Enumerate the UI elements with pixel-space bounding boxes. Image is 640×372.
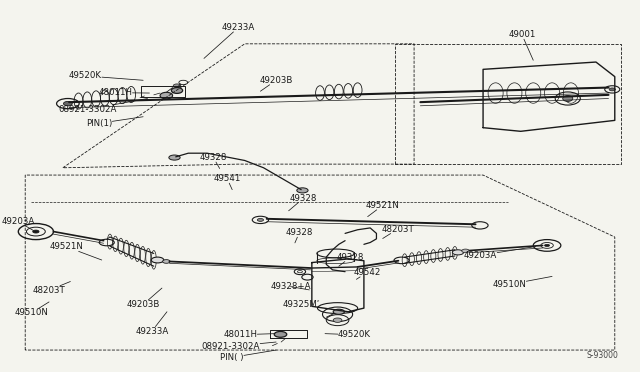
Text: 08921-3302A: 08921-3302A	[202, 342, 276, 351]
Ellipse shape	[33, 230, 39, 233]
Text: 49541: 49541	[214, 174, 241, 190]
Text: PIN(1): PIN(1)	[86, 117, 143, 128]
Text: 49325M: 49325M	[282, 300, 319, 309]
Text: 49542: 49542	[353, 268, 381, 279]
Ellipse shape	[257, 218, 264, 221]
Ellipse shape	[169, 155, 180, 160]
Ellipse shape	[452, 250, 463, 255]
Ellipse shape	[461, 249, 469, 253]
Text: 49328: 49328	[337, 253, 364, 266]
Text: 49521N: 49521N	[50, 243, 102, 260]
Ellipse shape	[173, 84, 180, 87]
Text: 49520K: 49520K	[69, 71, 143, 80]
Text: 49510N: 49510N	[492, 276, 552, 289]
Text: 49203A: 49203A	[464, 247, 536, 260]
Text: 49328+A: 49328+A	[270, 282, 311, 291]
Text: 49328: 49328	[289, 193, 317, 211]
Text: 49520K: 49520K	[325, 330, 371, 339]
Ellipse shape	[63, 102, 72, 106]
Ellipse shape	[333, 309, 344, 314]
Ellipse shape	[151, 257, 164, 263]
Ellipse shape	[172, 87, 182, 93]
Text: 49233A: 49233A	[135, 312, 168, 336]
Text: S-93000: S-93000	[586, 351, 618, 360]
Text: 49521N: 49521N	[366, 201, 399, 217]
Ellipse shape	[333, 318, 342, 323]
Text: 48203T: 48203T	[33, 282, 70, 295]
Ellipse shape	[274, 331, 287, 337]
Text: 49203B: 49203B	[127, 288, 162, 309]
Text: 48011H: 48011H	[99, 88, 149, 97]
Text: PIN( ): PIN( )	[220, 350, 276, 362]
Text: 48011H: 48011H	[223, 330, 275, 339]
Text: 49001: 49001	[508, 30, 536, 60]
Ellipse shape	[163, 260, 170, 263]
Text: 49233A: 49233A	[204, 23, 255, 58]
Text: 49510N: 49510N	[15, 302, 49, 317]
Text: 08921-3302A: 08921-3302A	[59, 99, 148, 114]
Text: 48203T: 48203T	[381, 225, 414, 238]
Text: 49328: 49328	[285, 228, 313, 243]
Ellipse shape	[297, 188, 308, 193]
Ellipse shape	[609, 88, 616, 91]
Text: 49203B: 49203B	[259, 76, 292, 91]
Ellipse shape	[545, 244, 550, 247]
Text: 49203A: 49203A	[1, 217, 35, 231]
Ellipse shape	[160, 92, 173, 99]
Text: 49328: 49328	[200, 153, 227, 169]
Ellipse shape	[563, 96, 573, 102]
